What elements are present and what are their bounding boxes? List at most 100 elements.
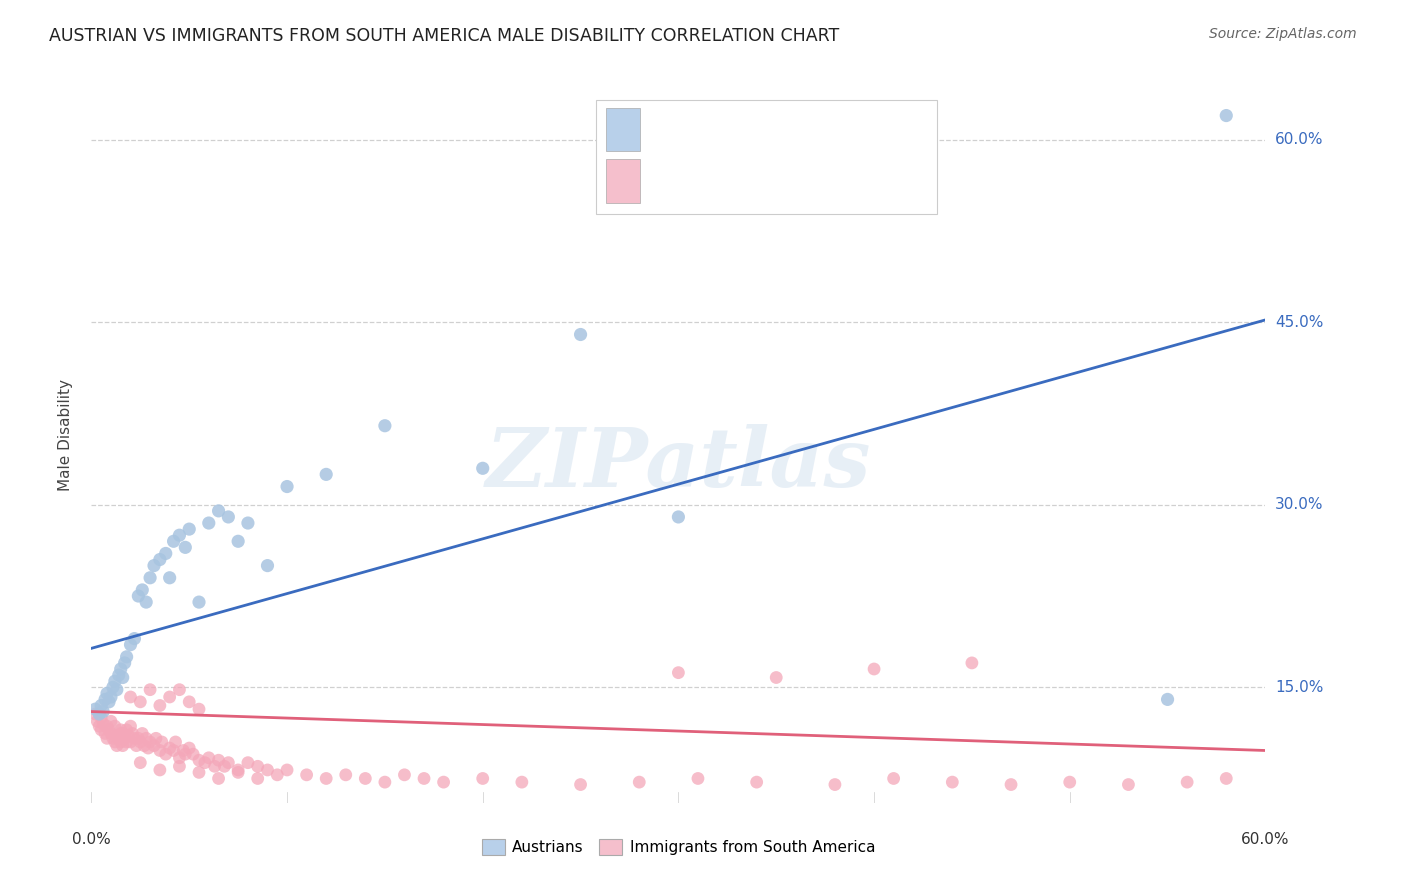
Point (246, 759, 269, 773)
Point (105, 729, 128, 743)
Point (197, 751, 219, 765)
Point (1215, 109, 1237, 123)
Point (765, 671, 787, 685)
Point (110, 723, 132, 737)
Text: 106: 106 (903, 174, 935, 189)
Point (169, 751, 191, 765)
Point (686, 772, 709, 786)
Point (100, 690, 122, 704)
Point (135, 731, 157, 746)
Point (207, 772, 229, 786)
Point (115, 735, 138, 749)
Point (628, 775, 651, 789)
Point (256, 558, 278, 573)
Point (159, 690, 181, 704)
Point (169, 682, 191, 697)
Point (101, 680, 124, 694)
Text: N =: N = (828, 123, 862, 137)
Point (131, 582, 153, 597)
Point (104, 674, 127, 689)
Point (120, 719, 142, 733)
Text: 60.0%: 60.0% (1275, 132, 1323, 147)
Point (214, 759, 236, 773)
Point (960, 656, 983, 670)
Point (569, 778, 592, 792)
Point (159, 571, 181, 585)
Point (150, 735, 173, 749)
Point (181, 747, 204, 761)
Y-axis label: Male Disability: Male Disability (58, 379, 73, 491)
Point (91, 716, 114, 731)
Point (143, 558, 166, 573)
Point (226, 763, 249, 777)
Point (471, 772, 494, 786)
Point (1156, 692, 1178, 706)
Point (100, 726, 122, 740)
Point (104, 719, 127, 733)
Point (135, 595, 157, 609)
Point (745, 775, 768, 789)
Point (883, 772, 905, 786)
Point (374, 418, 396, 433)
Point (117, 729, 139, 743)
Point (432, 775, 454, 789)
Point (120, 638, 142, 652)
Point (1118, 778, 1140, 792)
Point (110, 735, 132, 749)
Point (276, 479, 298, 493)
Point (104, 735, 127, 749)
Point (129, 756, 152, 770)
Point (149, 743, 172, 757)
Point (120, 735, 142, 749)
Text: 0.406: 0.406 (725, 123, 773, 137)
Point (96, 731, 118, 746)
Point (413, 772, 436, 786)
Point (111, 726, 134, 740)
Point (159, 741, 181, 756)
Point (96, 686, 118, 700)
Point (139, 682, 162, 697)
Text: 45: 45 (903, 123, 924, 137)
Point (666, 510, 689, 524)
Point (89, 706, 111, 721)
Point (90, 711, 112, 725)
Point (101, 731, 124, 746)
Point (145, 731, 167, 746)
Point (824, 778, 846, 792)
Text: 45.0%: 45.0% (1275, 315, 1323, 330)
Point (149, 552, 172, 566)
Point (315, 772, 337, 786)
Text: -0.296: -0.296 (725, 174, 780, 189)
Point (197, 516, 219, 530)
Point (188, 595, 211, 609)
Point (149, 698, 172, 713)
Point (127, 589, 149, 603)
Point (394, 768, 416, 782)
Point (569, 327, 592, 342)
Text: 30.0%: 30.0% (1275, 498, 1323, 512)
Point (354, 772, 377, 786)
Point (276, 763, 298, 777)
Point (98, 695, 121, 709)
Point (111, 739, 134, 753)
Point (124, 632, 146, 646)
Point (136, 741, 159, 756)
Point (207, 753, 229, 767)
Point (174, 541, 197, 555)
Point (207, 504, 229, 518)
Point (666, 665, 689, 680)
Point (94, 726, 117, 740)
Point (143, 739, 166, 753)
Point (162, 534, 184, 549)
Point (110, 662, 132, 676)
Point (172, 743, 194, 757)
Point (86, 714, 108, 729)
Text: R =: R = (651, 174, 683, 189)
Point (110, 726, 132, 740)
Point (120, 690, 142, 704)
Point (1215, 772, 1237, 786)
Text: AUSTRIAN VS IMMIGRANTS FROM SOUTH AMERICA MALE DISABILITY CORRELATION CHART: AUSTRIAN VS IMMIGRANTS FROM SOUTH AMERIC… (49, 27, 839, 45)
Point (165, 735, 187, 749)
Point (155, 747, 177, 761)
Point (941, 775, 963, 789)
